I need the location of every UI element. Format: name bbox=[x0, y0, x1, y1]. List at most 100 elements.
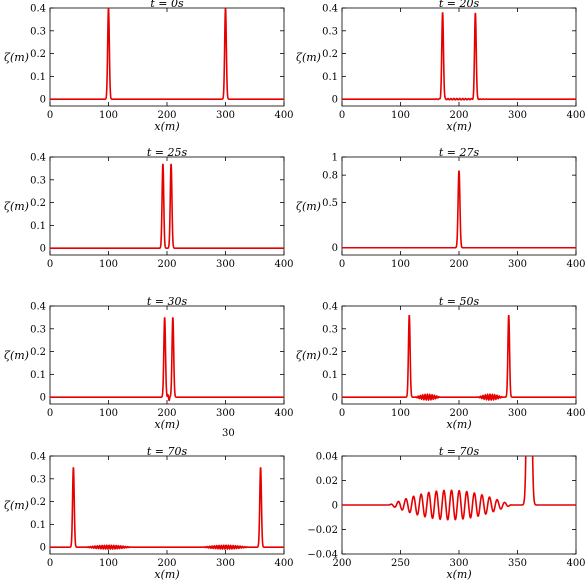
x-tick-label: 250 bbox=[391, 558, 410, 569]
panel-title: t = 0s bbox=[150, 0, 184, 10]
x-tick-label: 400 bbox=[274, 259, 293, 270]
x-tick-label: 200 bbox=[449, 110, 468, 121]
x-tick-label: 300 bbox=[508, 408, 527, 419]
x-tick-label: 100 bbox=[391, 259, 410, 270]
plot-frame bbox=[341, 305, 577, 405]
series-line bbox=[342, 456, 576, 521]
x-axis-title: x(m) bbox=[446, 120, 471, 133]
x-tick-label: 0 bbox=[47, 408, 53, 419]
y-axis-title: ζ(m) bbox=[296, 51, 321, 64]
y-tick-label: 0.1 bbox=[30, 221, 46, 232]
x-tick-label: 200 bbox=[157, 259, 176, 270]
x-tick-label: 400 bbox=[566, 558, 585, 569]
x-tick-label: 200 bbox=[157, 558, 176, 569]
y-tick-label: 0.8 bbox=[322, 171, 338, 182]
y-axis-title: ζ(m) bbox=[4, 349, 29, 362]
panel-title: t = 70s bbox=[439, 445, 480, 458]
x-tick-label: 200 bbox=[157, 408, 176, 419]
x-tick-label: 300 bbox=[216, 558, 235, 569]
y-tick-label: 0 bbox=[332, 243, 338, 254]
y-tick-label: 0.2 bbox=[322, 49, 338, 60]
series-line bbox=[342, 170, 576, 249]
chart-panel-8: 200 250 300 350 400 −0.04 −0.02 0 0.02 0.04 t = 70… bbox=[307, 445, 585, 581]
y-tick-label: 0.3 bbox=[322, 26, 338, 37]
x-tick-label: 0 bbox=[47, 110, 53, 121]
panel-title: t = 25s bbox=[147, 146, 188, 159]
y-tick-label: 0.1 bbox=[30, 72, 46, 83]
y-axis-title: ζ(m) bbox=[4, 499, 29, 512]
x-tick-label: 300 bbox=[449, 558, 468, 569]
y-tick-label: 0 bbox=[40, 95, 46, 106]
x-tick-label: 200 bbox=[449, 408, 468, 419]
chart-panel-5: 0 100 200 300 400 0 0.1 0.2 0.3 0.4 t = 30s x(m) ζ(m… bbox=[4, 295, 294, 431]
y-tick-label: 0 bbox=[40, 244, 46, 255]
x-tick-label: 0 bbox=[339, 259, 345, 270]
panel-title: t = 50s bbox=[439, 295, 480, 308]
y-tick-label: 0.3 bbox=[30, 474, 46, 485]
x-tick-label: 400 bbox=[274, 110, 293, 121]
x-tick-label: 0 bbox=[47, 558, 53, 569]
x-tick-label: 400 bbox=[566, 408, 585, 419]
x-tick-label: 200 bbox=[332, 558, 351, 569]
x-tick-label: 300 bbox=[216, 110, 235, 121]
x-axis-title: x(m) bbox=[446, 568, 471, 581]
x-axis-title: x(m) bbox=[154, 418, 179, 431]
x-tick-label: 100 bbox=[391, 110, 410, 121]
series-line bbox=[50, 163, 284, 249]
chart-panel-4: 0 100 200 300 400 0 0.5 0.8 1 t = 27s ζ(m) bbox=[296, 146, 586, 270]
chart-panel-2: 0 100 200 300 400 0 0.1 0.2 0.3 0.4 t = 20s x(m) ζ(m… bbox=[296, 0, 586, 133]
chart-panel-7: 0 100 200 300 400 0 0.1 0.2 0.3 0.4 t = 70s x(m) ζ(m… bbox=[4, 445, 294, 581]
y-tick-label: 0.4 bbox=[30, 153, 46, 164]
y-axis-title: ζ(m) bbox=[4, 200, 29, 213]
plot-frame bbox=[49, 7, 285, 107]
y-tick-label: 0 bbox=[40, 543, 46, 554]
y-axis-title: ζ(m) bbox=[4, 51, 29, 64]
y-tick-label: −0.04 bbox=[307, 550, 338, 561]
y-tick-label: 0.3 bbox=[322, 324, 338, 335]
x-tick-label: 400 bbox=[566, 110, 585, 121]
y-tick-label: 0.4 bbox=[30, 302, 46, 313]
y-tick-label: 0.1 bbox=[30, 520, 46, 531]
panel-title: t = 70s bbox=[147, 445, 188, 458]
chart-panel-6: 0 100 200 300 400 0 0.1 0.2 0.3 0.4 t = 50s x(m) ζ(m… bbox=[296, 295, 586, 431]
x-tick-label: 400 bbox=[566, 259, 585, 270]
y-tick-label: 0.2 bbox=[30, 49, 46, 60]
x-axis-title: x(m) bbox=[154, 120, 179, 133]
x-tick-label: 100 bbox=[99, 408, 118, 419]
y-tick-label: 0 bbox=[332, 95, 338, 106]
y-tick-label: 0.1 bbox=[322, 72, 338, 83]
y-tick-label: 0.4 bbox=[30, 4, 46, 15]
y-tick-label: 0 bbox=[40, 393, 46, 404]
y-tick-label: 0 bbox=[332, 393, 338, 404]
panel-title: t = 30s bbox=[147, 295, 188, 308]
y-tick-label: 0.3 bbox=[30, 26, 46, 37]
x-tick-label: 100 bbox=[99, 558, 118, 569]
chart-panel-1: 0 100 200 300 400 0 0.1 0.2 0.3 0.4 t = 0s x(m) ζ(m) bbox=[4, 0, 294, 133]
panel-title: t = 20s bbox=[439, 0, 480, 10]
x-tick-label: 100 bbox=[99, 259, 118, 270]
y-tick-label: 0.5 bbox=[322, 198, 338, 209]
y-axis-title: ζ(m) bbox=[296, 200, 321, 213]
x-tick-label: 400 bbox=[274, 558, 293, 569]
x-tick-label: 100 bbox=[391, 408, 410, 419]
x-tick-label: 200 bbox=[449, 259, 468, 270]
x-tick-label: 400 bbox=[274, 408, 293, 419]
series-line bbox=[50, 8, 284, 100]
y-tick-label: 0.02 bbox=[316, 476, 338, 487]
y-tick-label: 0.2 bbox=[30, 198, 46, 209]
panel-title: t = 27s bbox=[439, 146, 480, 159]
y-axis-title: ζ(m) bbox=[296, 349, 321, 362]
y-tick-label: 0 bbox=[332, 501, 338, 512]
y-tick-label: 0.2 bbox=[322, 347, 338, 358]
y-tick-label: 0.04 bbox=[316, 452, 338, 463]
x-tick-label: 0 bbox=[339, 408, 345, 419]
x-tick-label: 300 bbox=[216, 259, 235, 270]
x-tick-label: 0 bbox=[339, 110, 345, 121]
x-tick-label: 0 bbox=[47, 259, 53, 270]
y-tick-label: 0.3 bbox=[30, 324, 46, 335]
y-tick-label: 0.4 bbox=[30, 452, 46, 463]
x-axis-title: x(m) bbox=[154, 568, 179, 581]
y-tick-label: 0.1 bbox=[30, 370, 46, 381]
plot-frame bbox=[49, 156, 285, 256]
